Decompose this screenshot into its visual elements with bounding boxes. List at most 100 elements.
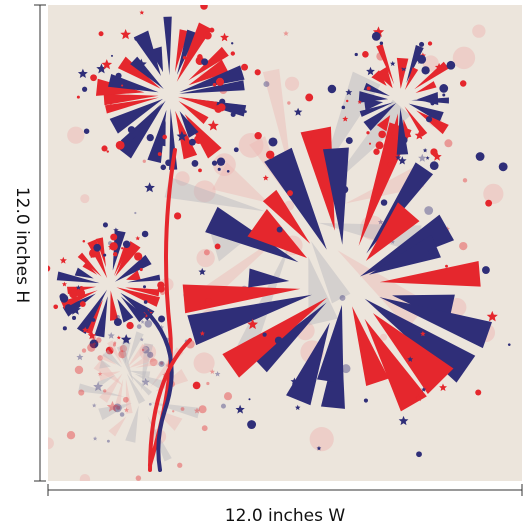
star	[140, 319, 145, 324]
spark	[379, 41, 384, 45]
spark	[341, 105, 346, 110]
background-dot	[380, 333, 388, 341]
spark	[305, 93, 314, 102]
spark	[126, 321, 134, 330]
spark	[115, 140, 125, 150]
spark	[110, 54, 114, 57]
spark	[262, 332, 267, 337]
spark	[459, 241, 468, 251]
spark	[106, 439, 110, 443]
spark	[230, 111, 236, 118]
burst-ray	[105, 97, 159, 114]
background-dot	[193, 352, 215, 374]
burst-ray	[126, 373, 146, 404]
spark	[97, 355, 103, 361]
spark	[83, 128, 90, 134]
spark	[373, 148, 380, 155]
spark	[87, 343, 96, 352]
spark	[217, 167, 221, 171]
star	[75, 284, 81, 290]
star	[295, 404, 301, 410]
spark	[232, 104, 241, 112]
star	[96, 63, 107, 74]
star	[176, 130, 188, 141]
background-dot	[67, 126, 85, 144]
burst-ray	[415, 81, 437, 94]
burst-ray	[117, 298, 134, 323]
burst-ray	[163, 16, 172, 76]
spark	[106, 150, 109, 153]
spark	[198, 405, 207, 414]
spark	[119, 344, 128, 353]
star	[106, 400, 119, 412]
spark	[203, 249, 210, 256]
spark	[430, 148, 438, 156]
star	[198, 267, 206, 276]
burst-ray	[358, 91, 389, 103]
spark	[230, 51, 235, 56]
burst-ray	[311, 241, 351, 304]
star	[342, 115, 349, 122]
star	[135, 235, 141, 241]
spark	[421, 66, 430, 75]
spark	[121, 84, 124, 87]
spark	[135, 475, 142, 481]
burst-ray	[93, 359, 123, 386]
burst-ray	[98, 371, 121, 382]
spark	[475, 389, 482, 396]
spark	[102, 222, 108, 228]
spark	[59, 294, 69, 303]
width-label: 12.0 inches W	[225, 506, 346, 526]
spark	[121, 247, 124, 250]
spark	[217, 103, 226, 112]
burst-ray	[317, 304, 344, 384]
spark	[115, 72, 122, 79]
spark	[160, 164, 167, 171]
star	[293, 107, 303, 116]
burst-ray	[133, 30, 161, 76]
star	[395, 154, 402, 160]
star	[439, 383, 447, 391]
star	[193, 407, 201, 414]
burst-ray	[308, 256, 338, 326]
spark	[119, 412, 125, 417]
burst-ray	[188, 59, 229, 86]
spark	[206, 381, 210, 386]
star	[107, 332, 115, 339]
spark	[103, 389, 107, 393]
burst-ray	[99, 373, 123, 403]
spark	[427, 41, 433, 46]
spark	[90, 255, 93, 258]
background-dot	[284, 76, 300, 91]
burst-ray	[232, 240, 292, 364]
star	[235, 404, 245, 414]
star	[214, 371, 221, 377]
burst-ray	[109, 98, 163, 134]
spark	[362, 50, 369, 58]
star	[420, 331, 426, 337]
spark	[442, 93, 446, 97]
star	[262, 174, 269, 181]
spark	[341, 364, 351, 374]
star	[93, 381, 104, 391]
star	[425, 156, 430, 160]
star	[372, 26, 385, 37]
spark	[90, 335, 96, 341]
spark	[201, 58, 209, 66]
burst-ray	[404, 106, 428, 137]
spark	[201, 425, 208, 432]
spark	[113, 318, 122, 327]
star	[390, 239, 395, 244]
spark	[431, 121, 434, 124]
burst-ray	[127, 331, 144, 365]
burst-ray	[248, 268, 290, 288]
spark	[340, 185, 349, 194]
ribbon-trail	[143, 308, 174, 472]
star	[290, 377, 299, 385]
spark	[214, 243, 221, 250]
spark	[219, 98, 226, 105]
burst-ray	[74, 267, 94, 279]
spark	[212, 83, 217, 87]
burst-ray	[113, 378, 124, 411]
background-dot	[196, 248, 215, 268]
